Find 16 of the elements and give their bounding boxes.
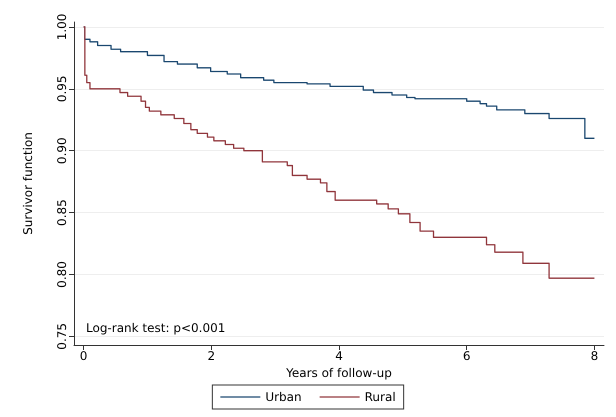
y-tick-label: 1.00 [55, 14, 69, 40]
x-tick-label: 2 [207, 349, 216, 363]
y-tick-label: 0.85 [55, 199, 69, 226]
x-tick-label: 0 [80, 349, 88, 363]
x-tick-label: 6 [462, 349, 471, 363]
annotation: Log-rank test: p<0.001 [86, 321, 226, 335]
y-tick-label: 0.75 [55, 322, 69, 350]
y-tick-label: 0.95 [55, 75, 69, 102]
y-tick-label: 0.90 [55, 137, 69, 164]
x-axis-title: Years of follow-up [285, 366, 392, 380]
x-tick-label: 4 [335, 349, 343, 363]
legend-label: Urban [265, 390, 302, 404]
y-tick-label: 0.80 [55, 261, 69, 288]
y-axis-title: Survivor function [21, 132, 35, 235]
legend-label: Rural [364, 390, 396, 404]
x-tick-label: 8 [590, 349, 598, 363]
